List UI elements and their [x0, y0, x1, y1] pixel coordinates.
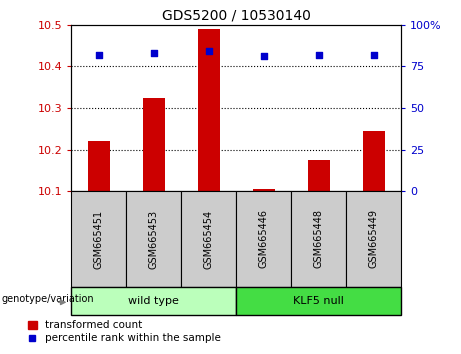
Point: [150, 50, 158, 56]
Bar: [126, 191, 181, 287]
Text: wild type: wild type: [129, 296, 179, 306]
Text: KLF5 null: KLF5 null: [293, 296, 344, 306]
Title: GDS5200 / 10530140: GDS5200 / 10530140: [162, 8, 311, 22]
Bar: [346, 191, 401, 287]
Bar: [236, 287, 401, 315]
Legend: transformed count, percentile rank within the sample: transformed count, percentile rank withi…: [28, 320, 221, 343]
Bar: [143, 98, 165, 191]
Point: [95, 52, 103, 58]
Text: GSM665448: GSM665448: [313, 210, 324, 268]
Bar: [363, 131, 384, 191]
Point: [370, 52, 377, 58]
Text: GSM665449: GSM665449: [369, 210, 378, 268]
Point: [260, 53, 267, 59]
Text: GSM665451: GSM665451: [94, 209, 104, 269]
Point: [205, 48, 213, 54]
Bar: [88, 141, 110, 191]
Bar: [181, 191, 236, 287]
Text: genotype/variation: genotype/variation: [1, 295, 94, 304]
Text: GSM665454: GSM665454: [204, 209, 214, 269]
Bar: [198, 29, 220, 191]
Point: [315, 52, 322, 58]
Bar: [236, 191, 291, 287]
Bar: [291, 191, 346, 287]
Bar: [307, 160, 330, 191]
Text: GSM665446: GSM665446: [259, 210, 269, 268]
Text: GSM665453: GSM665453: [149, 209, 159, 269]
Bar: [71, 191, 126, 287]
Bar: [71, 287, 236, 315]
Bar: [253, 189, 275, 191]
